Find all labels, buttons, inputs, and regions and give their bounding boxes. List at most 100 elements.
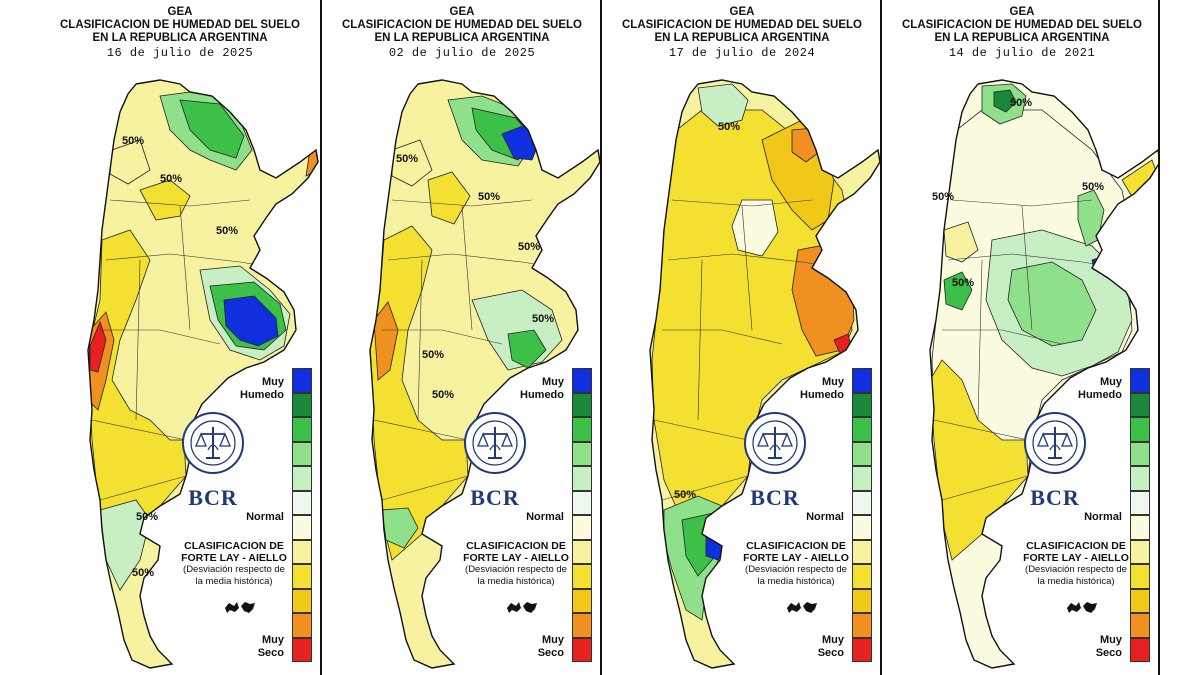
classification-sub-line1: (Desviación respecto de bbox=[183, 564, 285, 575]
bcr-name: BCR bbox=[470, 485, 520, 510]
contour-label: 50% bbox=[532, 313, 554, 325]
legend-swatch bbox=[852, 441, 872, 466]
legend-label-muy-humedo: Muy Humedo bbox=[240, 376, 284, 401]
province-boundary bbox=[1021, 205, 1033, 331]
moisture-legend: Muy Humedo Normal Muy Seco bbox=[482, 368, 594, 668]
bcr-logo: BCR bbox=[450, 410, 540, 511]
legend-swatch bbox=[292, 368, 312, 393]
province-boundary bbox=[697, 259, 703, 421]
classification-title-line1: CLASIFICACION DE bbox=[746, 540, 846, 552]
moisture-region bbox=[705, 519, 731, 561]
classification-note: CLASIFICACION DE FORTE LAY - AIELLO (Des… bbox=[730, 540, 862, 588]
legend-swatch bbox=[572, 564, 592, 589]
legend-swatch bbox=[572, 392, 592, 417]
bcr-seal-icon bbox=[744, 412, 806, 474]
legend-swatch bbox=[292, 588, 312, 613]
moisture-region bbox=[507, 329, 547, 369]
classification-title-line1: CLASIFICACION DE bbox=[184, 540, 284, 552]
map-header: GEA CLASIFICACION DE HUMEDAD DEL SUELO E… bbox=[322, 6, 600, 60]
legend-swatch bbox=[852, 417, 872, 442]
classification-note: CLASIFICACION DE FORTE LAY - AIELLO (Des… bbox=[1010, 540, 1142, 588]
header-org: GEA bbox=[167, 6, 193, 18]
map-header: GEA CLASIFICACION DE HUMEDAD DEL SUELO E… bbox=[882, 6, 1158, 60]
legend-swatch bbox=[292, 392, 312, 417]
malvinas-islands-icon bbox=[787, 602, 817, 613]
province-boundary bbox=[461, 205, 473, 331]
map-date: 02 de julio de 2025 bbox=[388, 46, 536, 60]
contour-label: 50% bbox=[478, 191, 500, 203]
legend-label-normal: Normal bbox=[526, 511, 564, 523]
map-panel-4: GEA CLASIFICACION DE HUMEDAD DEL SUELO E… bbox=[880, 0, 1160, 675]
legend-label-muy-seco: Muy Seco bbox=[1095, 634, 1122, 659]
map-header: GEA CLASIFICACION DE HUMEDAD DEL SUELO E… bbox=[40, 6, 320, 60]
map-panel-1: GEA CLASIFICACION DE HUMEDAD DEL SUELO E… bbox=[40, 0, 320, 675]
malvinas-islands-icon bbox=[507, 602, 537, 613]
moisture-region bbox=[373, 301, 399, 381]
legend-swatch bbox=[572, 441, 592, 466]
header-title-line1: CLASIFICACION DE HUMEDAD DEL SUELO bbox=[59, 19, 301, 31]
legend-swatch bbox=[852, 392, 872, 417]
classification-sub-line2: la media histórica) bbox=[1037, 576, 1115, 587]
legend-swatch bbox=[572, 637, 592, 662]
legend-swatches bbox=[852, 368, 872, 662]
header-title-line2: EN LA REPUBLICA ARGENTINA bbox=[374, 32, 550, 44]
province-boundary bbox=[99, 475, 187, 501]
contour-label: 50% bbox=[136, 511, 158, 523]
legend-swatch bbox=[852, 368, 872, 393]
province-boundary bbox=[977, 259, 983, 421]
province-boundary bbox=[933, 419, 1029, 441]
legend-swatch bbox=[572, 539, 592, 564]
classification-sub-line2: la media histórica) bbox=[757, 576, 835, 587]
legend-swatch bbox=[852, 466, 872, 491]
legend-swatch bbox=[1130, 613, 1150, 638]
bcr-name: BCR bbox=[188, 485, 238, 510]
legend-swatch bbox=[852, 564, 872, 589]
moisture-region bbox=[370, 225, 469, 561]
map-panel-2: GEA CLASIFICACION DE HUMEDAD DEL SUELO E… bbox=[320, 0, 600, 675]
malvinas-islands-icon bbox=[1067, 602, 1097, 613]
argentina-soil-moisture-map: 50% 50% 50% 50% 50% 50% bbox=[369, 79, 600, 669]
moisture-legend: Muy Humedo Normal Muy Seco bbox=[762, 368, 874, 668]
argentina-soil-moisture-map: 50%50%50%50%50% bbox=[929, 79, 1158, 669]
header-title-line1: CLASIFICACION DE HUMEDAD DEL SUELO bbox=[901, 19, 1143, 31]
bcr-logo: BCR bbox=[1010, 410, 1100, 511]
classification-title-line2: FORTE LAY - AIELLO bbox=[743, 552, 849, 564]
province-boundary bbox=[661, 475, 749, 501]
bcr-name: BCR bbox=[750, 485, 800, 510]
header-title-line2: EN LA REPUBLICA ARGENTINA bbox=[654, 32, 830, 44]
classification-title-line1: CLASIFICACION DE bbox=[466, 540, 566, 552]
header-title-line2: EN LA REPUBLICA ARGENTINA bbox=[92, 32, 268, 44]
province-boundary bbox=[381, 475, 469, 501]
legend-swatch bbox=[572, 613, 592, 638]
argentina-soil-moisture-map: 50% 50% bbox=[649, 79, 880, 669]
legend-swatch bbox=[572, 417, 592, 442]
province-boundary bbox=[179, 205, 191, 331]
moisture-region bbox=[943, 221, 979, 263]
bcr-logo: BCR bbox=[168, 410, 258, 511]
map-panel-3: GEA CLASIFICACION DE HUMEDAD DEL SUELO E… bbox=[600, 0, 880, 675]
moisture-region bbox=[731, 199, 779, 257]
legend-label-muy-seco: Muy Seco bbox=[817, 634, 844, 659]
province-boundary bbox=[373, 419, 469, 441]
moisture-region bbox=[1007, 261, 1097, 347]
moisture-legend: Muy Humedo Normal Muy Seco bbox=[202, 368, 314, 668]
legend-swatch bbox=[1130, 392, 1150, 417]
header-title-line1: CLASIFICACION DE HUMEDAD DEL SUELO bbox=[621, 19, 863, 31]
legend-swatch bbox=[292, 490, 312, 515]
contour-label: 50% bbox=[1010, 97, 1032, 109]
legend-swatch bbox=[852, 588, 872, 613]
province-boundary bbox=[671, 199, 813, 207]
legend-label-muy-humedo: Muy Humedo bbox=[520, 376, 564, 401]
country-outline bbox=[929, 79, 1158, 669]
contour-label: 50% bbox=[674, 489, 696, 501]
province-boundary bbox=[662, 329, 783, 345]
legend-swatch bbox=[1130, 588, 1150, 613]
map-date: 16 de julio de 2025 bbox=[106, 46, 254, 60]
legend-label-muy-seco: Muy Seco bbox=[257, 634, 284, 659]
legend-swatch bbox=[572, 368, 592, 393]
legend-swatch bbox=[572, 515, 592, 540]
header-org: GEA bbox=[1009, 6, 1035, 18]
contour-label: 50% bbox=[518, 241, 540, 253]
moisture-region bbox=[697, 83, 749, 127]
argentina-soil-moisture-map: 50%50%50%50%50% bbox=[87, 79, 319, 669]
